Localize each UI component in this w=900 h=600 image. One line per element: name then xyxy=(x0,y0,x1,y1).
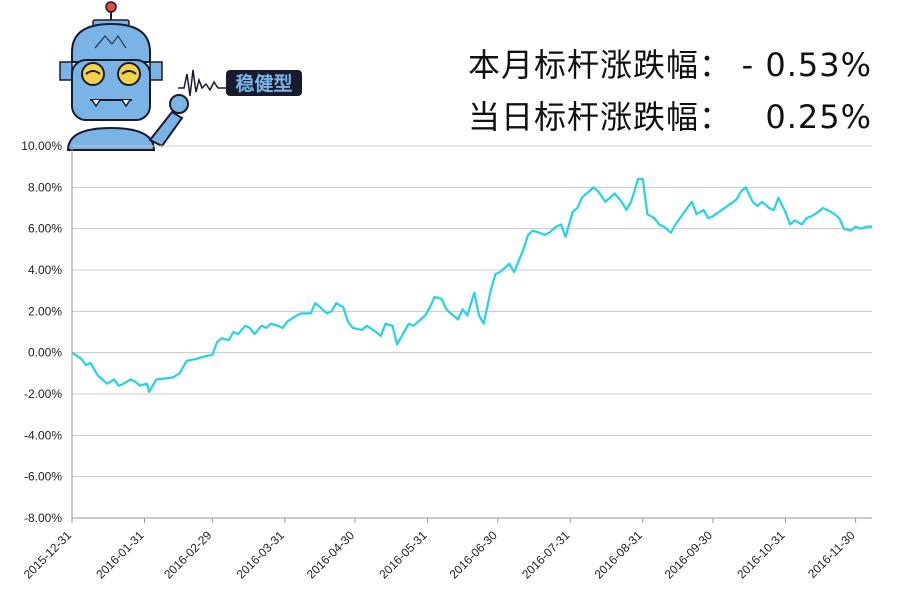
robot-mascot-icon xyxy=(59,1,189,151)
y-tick-labels: 10.00% 8.00% 6.00% 4.00% 2.00% 0.00% -2.00% -4.… xyxy=(21,139,62,525)
monthly-change-value: - 0.53% xyxy=(741,46,872,84)
series-layer xyxy=(71,178,872,393)
x-tick-labels: 2015-12-31 2016-01-31 2016-02-29 2016-03-31… xyxy=(21,528,858,582)
y-tick-label: 8.00% xyxy=(28,180,62,194)
x-tick-label: 2016-04-30 xyxy=(304,528,358,582)
brand-text: 稳健型 xyxy=(235,72,292,95)
daily-benchmark-change: 当日标杆涨跌幅： 0.25% xyxy=(468,92,872,138)
x-tick-label: 2016-10-31 xyxy=(734,528,788,582)
x-tick-label: 2016-06-30 xyxy=(447,528,501,582)
daily-change-value: 0.25% xyxy=(765,98,872,136)
axes xyxy=(71,146,872,523)
series-line xyxy=(71,178,872,393)
y-tick-label: 10.00% xyxy=(21,139,62,153)
x-tick-label: 2015-12-31 xyxy=(21,528,75,582)
y-tick-label: 4.00% xyxy=(28,263,62,277)
y-tick-label: -4.00% xyxy=(24,428,62,442)
x-tick-label: 2016-02-29 xyxy=(161,528,215,582)
y-tick-label: -8.00% xyxy=(24,511,62,525)
y-tick-label: -6.00% xyxy=(24,470,62,484)
x-tick-label: 2016-01-31 xyxy=(93,528,147,582)
x-tick-label: 2016-03-31 xyxy=(234,528,288,582)
x-tick-label: 2016-09-30 xyxy=(662,528,716,582)
y-tick-label: 2.00% xyxy=(28,304,62,318)
x-tick-label: 2016-05-31 xyxy=(376,528,430,582)
x-tick-label: 2016-07-31 xyxy=(519,528,573,582)
x-tick-label: 2016-11-30 xyxy=(805,528,858,581)
monthly-change-label: 本月标杆涨跌幅： xyxy=(467,46,732,84)
monthly-benchmark-change: 本月标杆涨跌幅： - 0.53% xyxy=(468,40,872,86)
y-tick-label: 6.00% xyxy=(28,222,62,236)
y-tick-label: -2.00% xyxy=(24,387,62,401)
brand-badge: 稳健型 xyxy=(226,70,302,96)
x-tick-label: 2016-08-31 xyxy=(592,528,646,582)
pulse-wave-icon xyxy=(178,69,226,97)
daily-change-label: 当日标杆涨跌幅： xyxy=(467,98,732,136)
y-tick-label: 0.00% xyxy=(28,346,62,360)
